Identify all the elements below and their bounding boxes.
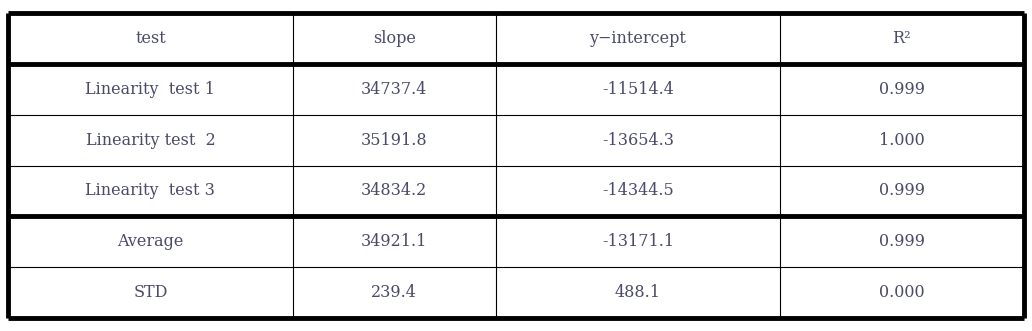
Text: STD: STD bbox=[133, 284, 167, 301]
Text: Linearity test  2: Linearity test 2 bbox=[86, 132, 216, 149]
Text: test: test bbox=[135, 30, 166, 47]
Text: -11514.4: -11514.4 bbox=[602, 81, 674, 98]
Text: R²: R² bbox=[893, 30, 911, 47]
Text: -14344.5: -14344.5 bbox=[602, 182, 674, 199]
Text: -13654.3: -13654.3 bbox=[602, 132, 674, 149]
Text: Average: Average bbox=[118, 233, 184, 250]
Text: 488.1: 488.1 bbox=[615, 284, 660, 301]
Text: y−intercept: y−intercept bbox=[589, 30, 686, 47]
Text: -13171.1: -13171.1 bbox=[602, 233, 674, 250]
Text: 34921.1: 34921.1 bbox=[361, 233, 427, 250]
Text: 0.999: 0.999 bbox=[879, 182, 925, 199]
Text: 0.999: 0.999 bbox=[879, 233, 925, 250]
Text: slope: slope bbox=[373, 30, 416, 47]
Text: 35191.8: 35191.8 bbox=[361, 132, 427, 149]
Text: 34834.2: 34834.2 bbox=[361, 182, 427, 199]
Text: 0.000: 0.000 bbox=[879, 284, 925, 301]
Text: Linearity  test 3: Linearity test 3 bbox=[86, 182, 216, 199]
Text: 0.999: 0.999 bbox=[879, 81, 925, 98]
Text: 1.000: 1.000 bbox=[879, 132, 925, 149]
Text: 34737.4: 34737.4 bbox=[361, 81, 427, 98]
Text: Linearity  test 1: Linearity test 1 bbox=[86, 81, 216, 98]
Text: 239.4: 239.4 bbox=[372, 284, 417, 301]
